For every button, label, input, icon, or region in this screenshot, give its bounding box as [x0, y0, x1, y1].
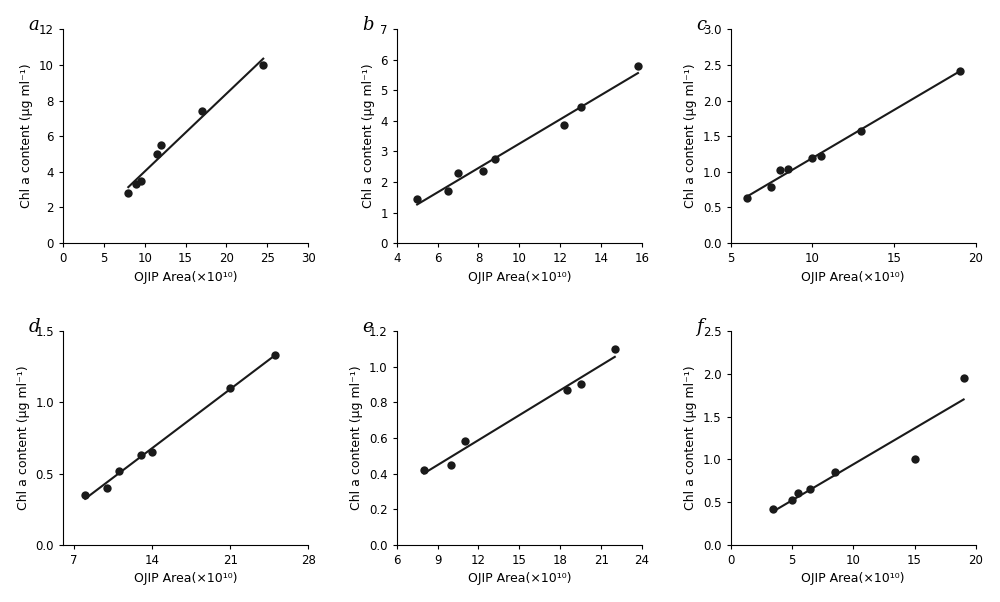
Point — [416, 465, 432, 475]
Text: e: e — [362, 318, 373, 336]
Text: f: f — [696, 318, 703, 336]
Point — [559, 385, 575, 394]
X-axis label: OJIP Area(×10¹⁰): OJIP Area(×10¹⁰) — [801, 573, 905, 585]
Point — [133, 176, 149, 185]
Point — [813, 151, 829, 161]
Point — [573, 102, 589, 112]
Text: d: d — [29, 318, 40, 336]
Point — [440, 187, 456, 196]
Point — [255, 60, 271, 70]
Y-axis label: Chl a content (μg ml⁻¹): Chl a content (μg ml⁻¹) — [362, 64, 375, 208]
X-axis label: OJIP Area(×10¹⁰): OJIP Area(×10¹⁰) — [468, 271, 571, 284]
Point — [457, 436, 473, 446]
Point — [739, 193, 755, 203]
Y-axis label: Chl a content (μg ml⁻¹): Chl a content (μg ml⁻¹) — [17, 365, 30, 510]
Point — [804, 153, 820, 163]
Point — [853, 126, 869, 136]
Point — [475, 167, 491, 176]
Y-axis label: Chl a content (μg ml⁻¹): Chl a content (μg ml⁻¹) — [684, 64, 697, 208]
Point — [607, 344, 623, 353]
Y-axis label: Chl a content (μg ml⁻¹): Chl a content (μg ml⁻¹) — [684, 365, 697, 510]
Point — [99, 483, 115, 492]
Point — [443, 460, 459, 470]
Point — [827, 467, 843, 477]
Point — [784, 495, 800, 505]
Point — [409, 194, 425, 203]
Point — [802, 485, 818, 494]
Point — [765, 504, 781, 514]
Point — [772, 166, 788, 175]
Point — [194, 107, 210, 116]
Y-axis label: Chl a content (μg ml⁻¹): Chl a content (μg ml⁻¹) — [350, 365, 363, 510]
X-axis label: OJIP Area(×10¹⁰): OJIP Area(×10¹⁰) — [134, 271, 237, 284]
Point — [267, 350, 283, 360]
Point — [133, 450, 149, 460]
X-axis label: OJIP Area(×10¹⁰): OJIP Area(×10¹⁰) — [468, 573, 571, 585]
Point — [120, 188, 136, 198]
Point — [907, 455, 923, 464]
Point — [556, 120, 572, 130]
Point — [487, 154, 503, 164]
Point — [111, 466, 127, 476]
Point — [128, 179, 144, 189]
Point — [630, 61, 646, 71]
Point — [144, 447, 160, 457]
Point — [780, 164, 796, 174]
Text: c: c — [696, 16, 706, 34]
Y-axis label: Chl a content (μg ml⁻¹): Chl a content (μg ml⁻¹) — [20, 64, 33, 208]
Point — [952, 66, 968, 75]
Point — [763, 182, 779, 192]
Point — [222, 383, 238, 393]
Point — [573, 380, 589, 389]
Point — [790, 489, 806, 498]
Point — [956, 373, 972, 383]
X-axis label: OJIP Area(×10¹⁰): OJIP Area(×10¹⁰) — [134, 573, 237, 585]
Point — [77, 490, 93, 500]
Text: a: a — [29, 16, 39, 34]
Point — [450, 168, 466, 178]
Point — [149, 149, 165, 159]
Point — [153, 140, 169, 150]
X-axis label: OJIP Area(×10¹⁰): OJIP Area(×10¹⁰) — [801, 271, 905, 284]
Text: b: b — [362, 16, 374, 34]
